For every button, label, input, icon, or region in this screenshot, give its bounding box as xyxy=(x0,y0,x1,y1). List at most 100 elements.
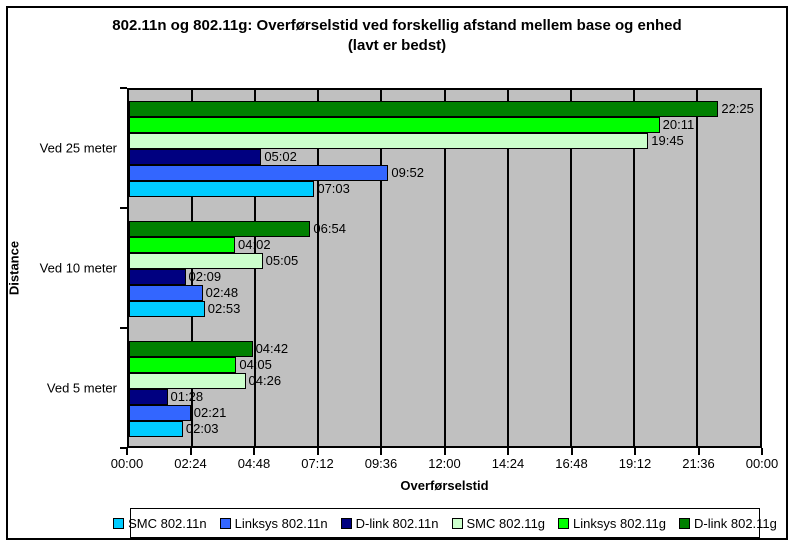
bar-value-label: 02:03 xyxy=(185,421,219,436)
gridline xyxy=(506,90,509,446)
gridline xyxy=(380,90,383,446)
y-axis-category-label: Ved 5 meter xyxy=(46,380,117,396)
bar-row: 05:05 xyxy=(129,253,760,269)
legend-swatch-icon xyxy=(451,517,463,529)
x-axis-tick-label: 09:36 xyxy=(364,456,398,471)
x-axis-tickmark xyxy=(697,448,700,455)
x-axis-tick-label: 19:12 xyxy=(618,456,652,471)
y-axis-category-label: Ved 25 meter xyxy=(39,140,117,156)
legend-item-linksys-802-11n: Linksys 802.11n xyxy=(219,515,328,531)
x-axis-tick-label: 16:48 xyxy=(555,456,588,471)
bar-row: 04:26 xyxy=(129,373,760,389)
y-axis-tickmark xyxy=(120,447,127,449)
bar-row: 05:02 xyxy=(129,149,760,165)
bar-row: 09:52 xyxy=(129,165,760,181)
bar-value-label: 02:53 xyxy=(207,301,241,316)
bar-value-label: 20:11 xyxy=(662,117,695,132)
chart-title: 802.11n og 802.11g: Overførselstid ved f… xyxy=(0,16,794,56)
legend-label: D-link 802.11n xyxy=(355,515,439,531)
legend: SMC 802.11n Linksys 802.11n D-link 802.11n… xyxy=(113,508,777,538)
bar-d-link-802-11g xyxy=(129,341,253,357)
bar-value-label: 22:25 xyxy=(721,101,754,116)
bar-value-label: 02:48 xyxy=(205,285,239,300)
legend-swatch-icon xyxy=(113,517,125,529)
x-axis-title: Overførselstid xyxy=(400,478,489,493)
x-axis-tick-label: 00:00 xyxy=(110,456,144,471)
x-axis-tickmark xyxy=(253,448,255,455)
legend-swatch-icon xyxy=(679,517,691,529)
x-axis-tickmark xyxy=(126,448,128,455)
bar-row: 20:11 xyxy=(129,117,760,133)
bar-d-link-802-11g xyxy=(129,221,311,237)
legend-item-linksys-802-11g: Linksys 802.11g xyxy=(558,516,666,531)
bar-value-label: 07:03 xyxy=(317,181,350,196)
x-axis-tick-label: 07:12 xyxy=(301,456,334,471)
legend-item-smc-802-11n: SMC 802.11n xyxy=(113,516,207,531)
bar-row: 02:21 xyxy=(129,405,760,421)
bar-row: 04:02 xyxy=(129,237,760,253)
x-axis-tick-label: 14:24 xyxy=(491,456,525,471)
bar-value-label: 06:54 xyxy=(313,221,346,236)
legend-label: D-link 802.11g xyxy=(694,515,777,531)
bar-smc-802-11n xyxy=(129,181,315,197)
gridline xyxy=(317,90,320,446)
legend-label: Linksys 802.11g xyxy=(573,515,667,531)
gridline xyxy=(632,90,635,446)
bar-smc-802-11g xyxy=(129,133,649,149)
bar-d-link-802-11g xyxy=(129,101,719,117)
bar-smc-802-11n xyxy=(129,301,205,317)
bar-linksys-802-11n xyxy=(129,405,191,421)
bar-row: 02:48 xyxy=(129,285,760,301)
x-axis-tick-label: 04:48 xyxy=(237,456,271,471)
bar-linksys-802-11g xyxy=(129,117,660,133)
bar-value-label: 04:26 xyxy=(248,373,282,388)
legend-swatch-icon xyxy=(340,517,352,529)
x-axis-tick-label: 00:00 xyxy=(745,456,779,471)
legend-label: SMC 802.11n xyxy=(128,515,207,531)
bar-value-label: 02:09 xyxy=(188,269,222,284)
bar-row: 04:05 xyxy=(129,357,760,373)
gridline xyxy=(569,90,572,446)
x-axis-tickmark xyxy=(316,448,319,455)
y-axis-tickmark xyxy=(120,87,127,89)
legend-swatch-icon xyxy=(219,517,231,529)
bar-value-label: 09:52 xyxy=(391,165,424,180)
bar-linksys-802-11n xyxy=(129,165,389,181)
legend-item-smc-802-11g: SMC 802.11g xyxy=(451,516,545,531)
bar-row: 02:53 xyxy=(129,301,760,317)
bar-row: 04:42 xyxy=(129,341,760,357)
bar-d-link-802-11n xyxy=(129,389,168,405)
bar-value-label: 04:42 xyxy=(255,341,289,356)
y-axis-tickmark xyxy=(120,327,127,329)
x-axis-tickmark xyxy=(189,448,192,455)
x-axis-tickmark xyxy=(380,448,382,455)
bar-d-link-802-11n xyxy=(129,269,186,285)
x-axis-tick-label: 02:24 xyxy=(174,456,207,471)
bar-value-label: 01:28 xyxy=(170,389,204,404)
legend-label: Linksys 802.11n xyxy=(234,515,328,531)
x-axis-tickmark xyxy=(507,448,509,455)
bar-linksys-802-11g xyxy=(129,237,236,253)
chart-title-line1: 802.11n og 802.11g: Overførselstid ved f… xyxy=(112,17,682,34)
bar-value-label: 19:45 xyxy=(651,133,684,148)
bar-value-label: 02:21 xyxy=(193,405,227,420)
bar-value-label: 05:02 xyxy=(264,149,297,164)
bar-row: 19:45 xyxy=(129,133,760,149)
legend-item-d-link-802-11g: D-link 802.11g xyxy=(679,516,777,531)
bar-row: 06:54 xyxy=(129,221,760,237)
bar-smc-802-11g xyxy=(129,373,246,389)
x-axis-tickmark xyxy=(443,448,446,455)
bar-row: 07:03 xyxy=(129,181,760,197)
bar-row: 02:09 xyxy=(129,269,760,285)
x-axis-tickmark xyxy=(570,448,573,455)
chart-title-line2: (lavt er bedst) xyxy=(347,37,447,54)
bar-row: 02:03 xyxy=(129,421,760,437)
gridline xyxy=(695,90,698,446)
x-axis-tick-label: 21:36 xyxy=(682,456,715,471)
legend-item-d-link-802-11n: D-link 802.11n xyxy=(340,515,439,531)
bar-value-label: 04:02 xyxy=(238,237,271,252)
bar-d-link-802-11n xyxy=(129,149,262,165)
bar-smc-802-11g xyxy=(129,253,263,269)
plot-area: 22:25 20:11 19:45 05:02 09:52 07:03 06:54 04:02… xyxy=(127,88,762,448)
